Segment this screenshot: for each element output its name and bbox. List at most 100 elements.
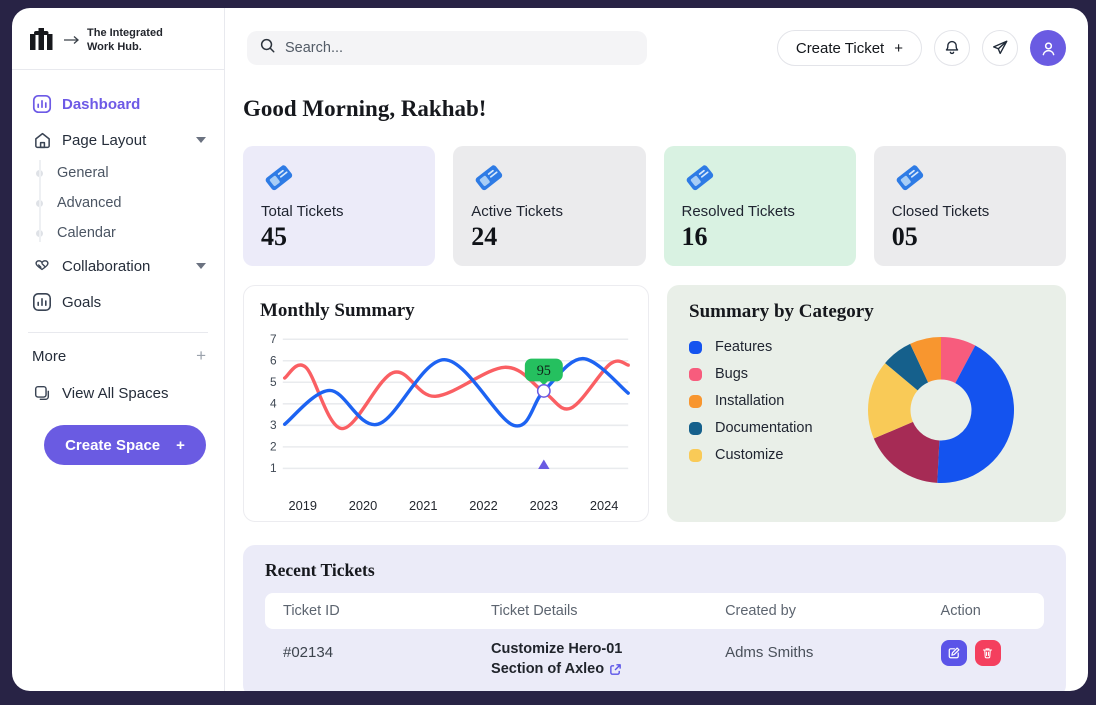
charts-row: Monthly Summary 1 2 3 4 5 6 7 2019 2020 2021 2022 2… — [243, 285, 1066, 522]
edit-button[interactable] — [940, 640, 967, 666]
sidebar-item-label: Dashboard — [62, 95, 141, 113]
sidebar-more-row: More + — [30, 337, 208, 375]
svg-text:7: 7 — [270, 332, 277, 346]
logo: The Integrated Work Hub. — [12, 8, 224, 70]
svg-text:2022: 2022 — [469, 498, 497, 513]
app-window: The Integrated Work Hub. Dashboard — [12, 8, 1088, 691]
recent-tickets-card: Recent Tickets Ticket ID Ticket Details … — [243, 545, 1066, 691]
spaces-icon — [32, 383, 52, 403]
donut-legend: Features Bugs Installation — [689, 335, 813, 463]
ticket-details[interactable]: Customize Hero-01 Section of Axleo — [491, 640, 725, 679]
legend-dot — [689, 421, 702, 435]
trash-icon — [982, 648, 993, 659]
stat-card-total-tickets[interactable]: Total Tickets 45 — [243, 146, 436, 266]
goals-icon — [32, 292, 52, 312]
sidebar-item-page-layout[interactable]: Page Layout — [30, 122, 208, 158]
stat-card-closed-tickets[interactable]: Closed Tickets 05 — [873, 146, 1066, 266]
more-label: More — [32, 347, 67, 365]
delete-button[interactable] — [974, 640, 1001, 666]
sidebar-item-label: Goals — [62, 293, 102, 311]
sidebar-item-label: Collaboration — [62, 257, 151, 275]
legend-item-documentation[interactable]: Documentation — [689, 420, 813, 436]
stat-card-active-tickets[interactable]: Active Tickets 24 — [453, 146, 646, 266]
svg-text:95: 95 — [537, 363, 551, 379]
table-row: #02134 Customize Hero-01 Section of Axle… — [265, 629, 1044, 679]
chevron-down-icon — [196, 137, 206, 143]
stat-label: Active Tickets — [471, 203, 563, 220]
more-plus-icon[interactable]: + — [196, 346, 206, 365]
sidebar-item-label: View All Spaces — [62, 384, 169, 402]
legend-label: Installation — [715, 393, 785, 409]
notifications-button[interactable] — [934, 30, 970, 66]
plus-icon: + — [894, 39, 903, 57]
monthly-summary-card: Monthly Summary 1 2 3 4 5 6 7 2019 2020 2021 2022 2… — [243, 285, 649, 522]
sidebar-item-label: General — [57, 165, 109, 181]
category-donut-chart[interactable] — [866, 335, 1016, 485]
create-ticket-button[interactable]: Create Ticket + — [776, 30, 922, 66]
table-header: Ticket ID Ticket Details Created by Acti… — [265, 593, 1044, 629]
logo-mark-icon — [30, 25, 57, 56]
legend-dot — [689, 448, 702, 462]
legend-item-customize[interactable]: Customize — [689, 447, 813, 463]
ticket-icon — [892, 160, 1048, 199]
external-link-icon[interactable] — [609, 663, 622, 676]
sidebar-item-dashboard[interactable]: Dashboard — [30, 86, 208, 122]
svg-text:6: 6 — [270, 354, 277, 368]
create-ticket-label: Create Ticket — [795, 39, 885, 57]
ticket-created-by: Adms Smiths — [725, 644, 814, 661]
sidebar-item-collaboration[interactable]: Collaboration — [30, 248, 208, 284]
legend-dot — [689, 340, 702, 354]
search-icon — [259, 37, 276, 59]
create-space-button[interactable]: Create Space + — [44, 425, 206, 465]
chart-title: Summary by Category — [689, 301, 874, 322]
send-icon — [993, 40, 1008, 55]
svg-text:2024: 2024 — [590, 498, 618, 513]
donut-chart-wrap — [866, 335, 1016, 490]
search-box[interactable] — [247, 31, 647, 65]
logo-text: The Integrated Work Hub. — [87, 26, 163, 53]
content: Good Morning, Rakhab! Tota — [225, 70, 1088, 691]
sidebar-item-view-all-spaces[interactable]: View All Spaces — [30, 375, 208, 411]
stat-label: Resolved Tickets — [681, 203, 795, 220]
legend-label: Customize — [715, 447, 784, 463]
sidebar-item-goals[interactable]: Goals — [30, 284, 208, 320]
svg-text:2019: 2019 — [289, 498, 317, 513]
legend-item-installation[interactable]: Installation — [689, 393, 813, 409]
stat-value: 16 — [681, 222, 708, 251]
stat-card-resolved-tickets[interactable]: Resolved Tickets 16 — [663, 146, 856, 266]
legend-item-features[interactable]: Features — [689, 339, 813, 355]
svg-text:2021: 2021 — [409, 498, 437, 513]
search-input[interactable] — [285, 40, 635, 56]
home-icon — [32, 130, 52, 150]
stat-value: 45 — [261, 222, 287, 251]
legend-dot — [689, 367, 702, 381]
send-button[interactable] — [982, 30, 1018, 66]
sidebar-item-advanced[interactable]: Advanced — [36, 188, 208, 218]
svg-text:2020: 2020 — [349, 498, 377, 513]
topbar: Create Ticket + — [225, 8, 1088, 70]
page-title: Good Morning, Rakhab! — [243, 96, 487, 121]
legend-dot — [689, 394, 702, 408]
topbar-actions: Create Ticket + — [776, 30, 1066, 66]
user-icon — [1042, 41, 1054, 55]
svg-text:5: 5 — [270, 375, 277, 389]
page-layout-sublist: General Advanced Calendar — [36, 158, 208, 248]
dashboard-icon — [32, 94, 52, 114]
col-ticket-details: Ticket Details — [491, 603, 578, 619]
avatar[interactable] — [1030, 30, 1066, 66]
stat-value: 24 — [471, 222, 498, 251]
legend-item-bugs[interactable]: Bugs — [689, 366, 813, 382]
col-action: Action — [940, 603, 981, 619]
sidebar-item-label: Advanced — [57, 195, 122, 211]
monthly-summary-line-chart[interactable]: 1 2 3 4 5 6 7 2019 2020 2021 2022 2023 2024 95 — [260, 326, 632, 516]
sidebar-item-calendar[interactable]: Calendar — [36, 218, 208, 248]
stat-label: Closed Tickets — [891, 203, 990, 220]
ticket-icon — [682, 160, 838, 199]
legend-label: Bugs — [715, 366, 749, 382]
chevron-down-icon — [196, 263, 206, 269]
sidebar-item-general[interactable]: General — [36, 158, 208, 188]
create-space-label: Create Space — [65, 436, 161, 454]
col-created-by: Created by — [725, 603, 796, 619]
sidebar-item-label: Page Layout — [62, 131, 147, 149]
svg-text:3: 3 — [270, 418, 277, 432]
